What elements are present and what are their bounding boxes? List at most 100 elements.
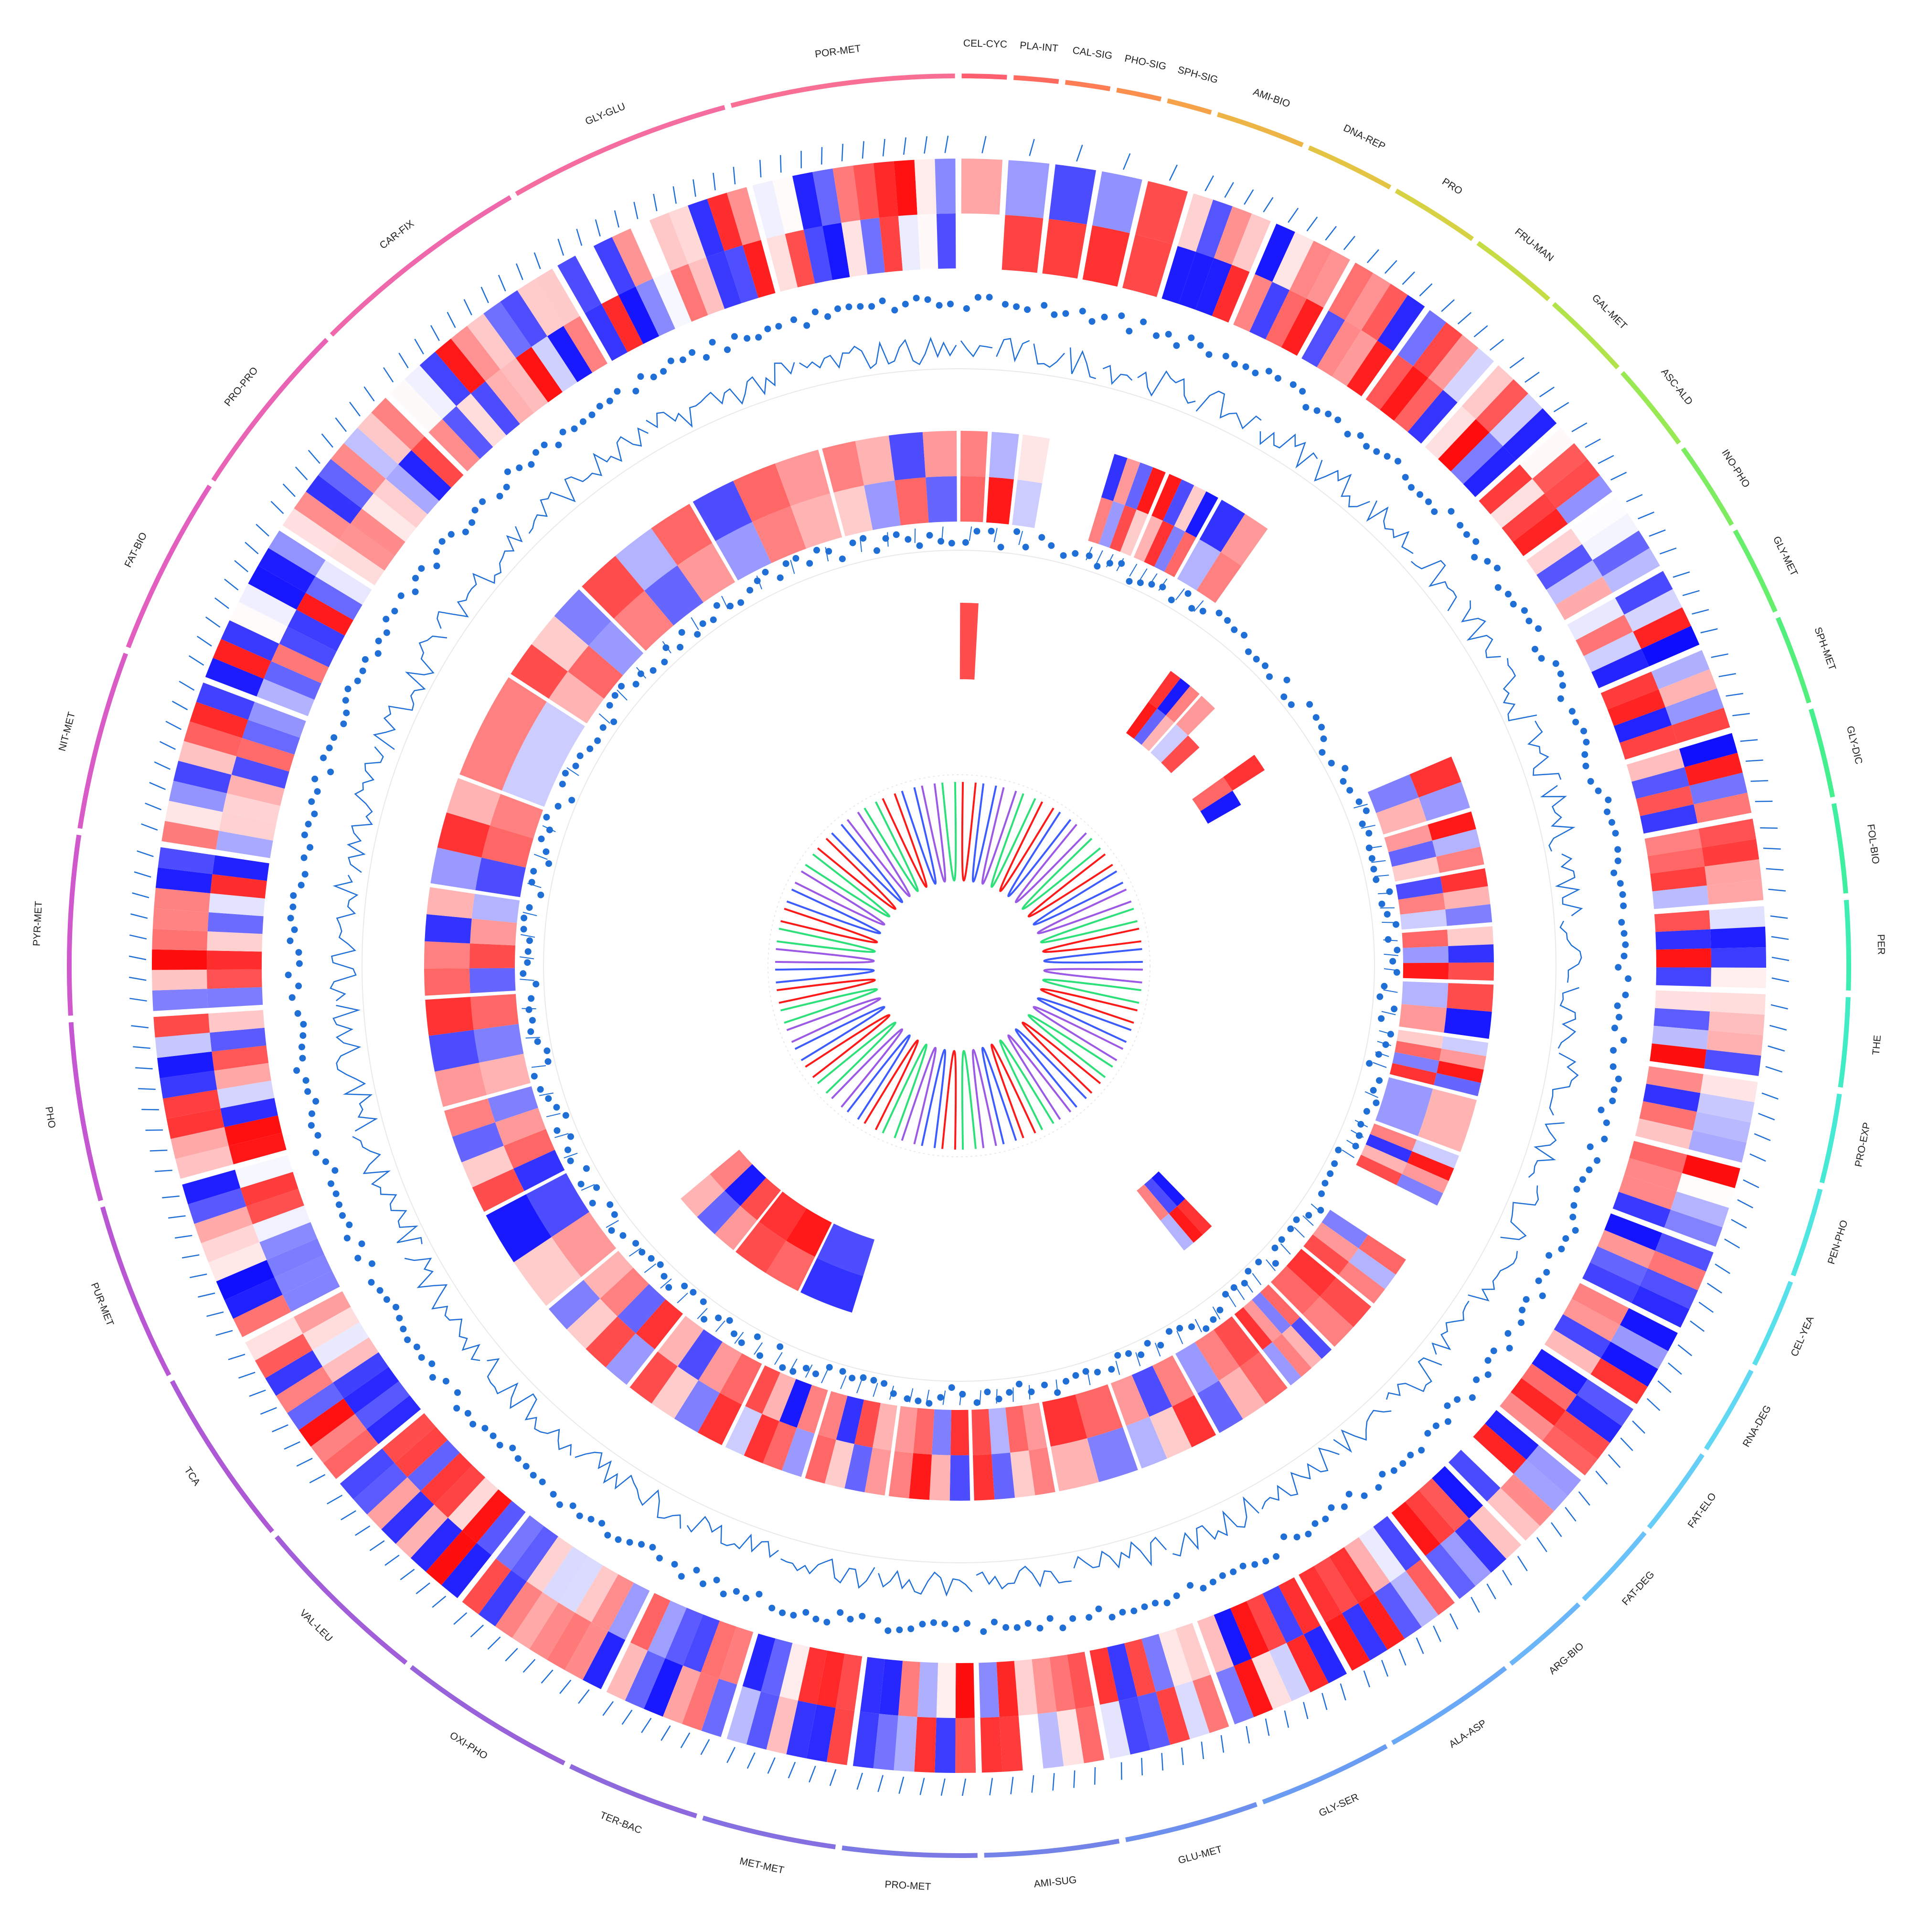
- score-dot: [1357, 432, 1364, 439]
- inner-score-dot: [1216, 1306, 1224, 1313]
- inner-score-dot: [632, 1240, 639, 1247]
- gene-tick: [272, 1424, 288, 1432]
- gene-tick: [788, 1761, 796, 1779]
- segment-label: NIT-MET: [57, 711, 78, 752]
- heatmap-cell: [1272, 232, 1314, 290]
- score-dot: [298, 1044, 305, 1050]
- gene-tick: [1620, 1437, 1633, 1452]
- inner-score-dot: [988, 528, 995, 534]
- heatmap-cell: [1344, 1537, 1390, 1593]
- heatmap-cell: [766, 1696, 798, 1754]
- link-curve: [1015, 823, 1087, 903]
- score-dot: [514, 1455, 522, 1462]
- mid-gene-tick: [721, 596, 729, 609]
- heatmap-cell: [1089, 1647, 1119, 1705]
- heatmap-cell: [264, 661, 321, 700]
- heatmap-cell: [601, 295, 643, 352]
- inner-score-dot: [530, 868, 537, 875]
- score-dot: [1151, 1600, 1159, 1607]
- inner-score-dot: [537, 1086, 544, 1093]
- score-dot: [374, 650, 382, 657]
- score-dot: [340, 720, 347, 727]
- gene-tick: [1740, 739, 1758, 742]
- mid-heatmap-cell: [1356, 1154, 1402, 1185]
- inner-score-dot: [524, 959, 531, 966]
- gene-tick: [821, 147, 823, 165]
- heatmap-cell: [205, 658, 264, 697]
- score-dot: [1200, 1585, 1207, 1592]
- inner-score-dot: [528, 879, 535, 886]
- heatmap-cell: [462, 1489, 512, 1543]
- score-dot: [823, 1619, 831, 1626]
- score-dot: [1311, 1520, 1319, 1527]
- heatmap-cell: [303, 1307, 360, 1350]
- score-dot: [322, 1158, 329, 1165]
- inner-heatmap-cell: [1148, 671, 1181, 709]
- gene-tick: [614, 210, 619, 228]
- inner-score-dot: [806, 560, 813, 567]
- link-curve: [817, 1022, 896, 1094]
- heatmap-cell: [547, 1612, 592, 1670]
- heatmap-cell: [483, 301, 532, 358]
- gene-tick: [1265, 1719, 1270, 1736]
- mid-heatmap-cell: [836, 1396, 864, 1444]
- score-dot: [1580, 727, 1588, 735]
- heatmap-cell: [420, 1452, 473, 1505]
- score-dot: [709, 339, 716, 346]
- heatmap-cell: [898, 214, 921, 271]
- inner-score-dot: [777, 574, 784, 581]
- mid-heatmap-cell: [973, 1454, 995, 1501]
- score-dot: [919, 1621, 926, 1628]
- heatmap-cell: [312, 1322, 369, 1367]
- inner-score-dot: [526, 937, 533, 944]
- heatmap-cell: [1251, 1651, 1292, 1709]
- score-dot: [1013, 1624, 1021, 1631]
- inner-score-dot: [938, 538, 945, 545]
- gene-tick: [238, 1372, 256, 1379]
- mid-gene-tick: [564, 1153, 578, 1159]
- mid-heatmap-cell: [1388, 840, 1437, 867]
- heatmap-cell: [1137, 1692, 1171, 1750]
- heatmap-cell: [1526, 1445, 1581, 1496]
- segment-arc: [1509, 1602, 1581, 1666]
- inner-score-dot: [973, 528, 980, 535]
- heatmap-cell: [1652, 1025, 1709, 1050]
- score-dot: [496, 1441, 503, 1449]
- heatmap-cell: [701, 1621, 736, 1679]
- heatmap-cell: [1141, 1633, 1174, 1692]
- inner-score-dot: [1184, 590, 1192, 597]
- score-dot: [874, 1617, 882, 1624]
- score-dot: [689, 349, 696, 356]
- score-dot: [1041, 302, 1048, 309]
- score-dot: [1024, 306, 1031, 313]
- inner-score-dot: [1328, 759, 1335, 767]
- gene-tick: [1288, 207, 1299, 223]
- score-dot: [1431, 508, 1438, 515]
- segment-arc: [1843, 899, 1852, 991]
- mid-heatmap-cell: [1375, 1077, 1433, 1136]
- heatmap-cell: [1641, 626, 1700, 667]
- score-dot: [301, 832, 308, 838]
- heatmap-cell: [253, 1205, 311, 1242]
- heatmap-cell: [826, 1708, 855, 1765]
- heatmap-cell: [190, 702, 248, 738]
- score-dot: [588, 411, 596, 418]
- middle-track-layer: [285, 294, 1632, 1635]
- gene-tick: [160, 741, 176, 750]
- gene-tick: [700, 1739, 710, 1755]
- heatmap-cell: [860, 1657, 885, 1714]
- score-dot: [834, 305, 841, 312]
- mid-heatmap-cell: [473, 1024, 524, 1063]
- heatmap-cell: [1592, 530, 1650, 576]
- heatmap-cell: [1566, 1395, 1622, 1443]
- inner-score-dot: [1048, 542, 1055, 549]
- mid-gene-tick: [522, 912, 537, 917]
- heatmap-cell: [853, 163, 879, 220]
- inner-score-dot: [527, 1028, 534, 1035]
- segment-arc: [77, 652, 128, 829]
- heatmap-cell: [1107, 1643, 1138, 1701]
- inner-score-dot: [568, 797, 575, 804]
- segment-arc: [1681, 447, 1734, 526]
- inner-score-dot: [1272, 1260, 1279, 1267]
- gene-tick: [1321, 1693, 1328, 1710]
